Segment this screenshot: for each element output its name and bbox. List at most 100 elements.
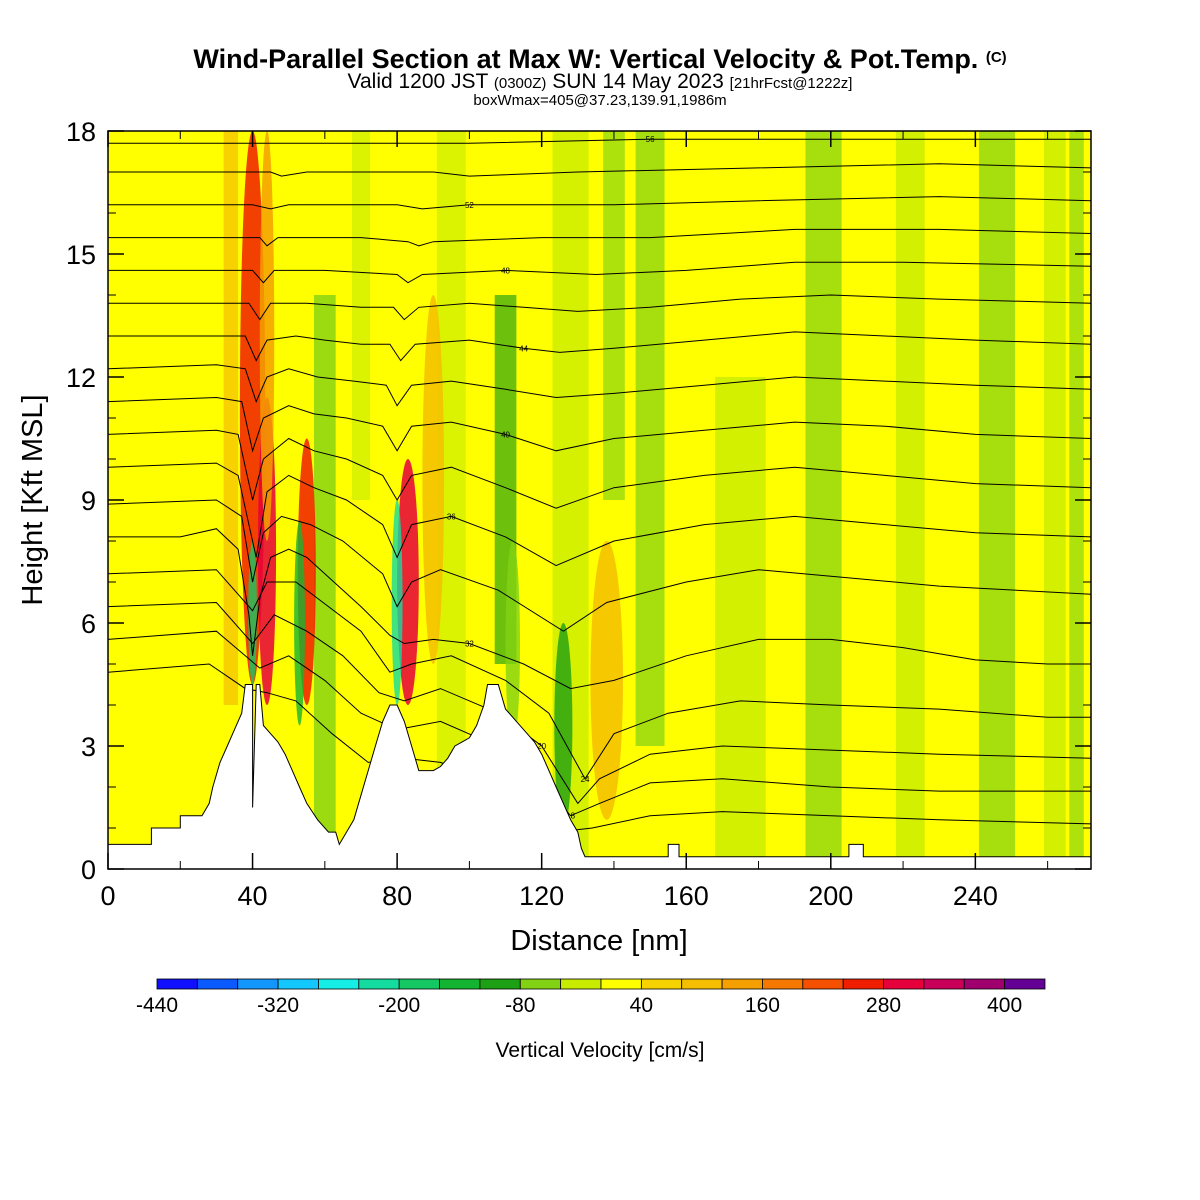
colorbar-swatch — [721, 978, 763, 990]
copyright-mark: (C) — [985, 49, 1007, 66]
contour-label: 20 — [537, 742, 546, 751]
y-axis: 0 36 9 12 15 18 — [66, 117, 1091, 885]
contour-label: 36 — [447, 512, 456, 521]
contour-label: 24 — [581, 775, 590, 784]
x-tick-label: 120 — [519, 881, 564, 911]
colorbar-label: Vertical Velocity [cm/s] — [496, 1039, 705, 1062]
updraft-core — [422, 295, 445, 664]
valid-date: SUN 14 May 2023 — [552, 70, 724, 93]
y-tick-label: 18 — [66, 117, 96, 147]
colorbar-swatch — [802, 978, 844, 990]
y-tick-label: 3 — [81, 732, 96, 762]
colorbar: -440 -320 -200 -80 40 160 280 400 — [136, 978, 1046, 1017]
colorbar-swatch — [923, 978, 965, 990]
colorbar-tick-label: -440 — [136, 994, 178, 1017]
chart-title: Wind-Parallel Section at Max W: Vertical… — [0, 44, 1200, 75]
updraft-core — [259, 131, 275, 541]
y-tick-label: 9 — [81, 486, 96, 516]
x-tick-label: 80 — [382, 881, 412, 911]
colorbar-swatch — [439, 978, 481, 990]
colorbar-swatch — [277, 978, 319, 990]
colorbar-tick-label: 280 — [866, 994, 901, 1017]
colorbar-swatch — [156, 978, 198, 990]
downdraft-core — [294, 520, 305, 726]
colorbar-tick-label: 400 — [987, 994, 1022, 1017]
theta-contour — [108, 331, 1091, 362]
contour-label: 40 — [501, 430, 510, 439]
colorbar-swatch — [358, 978, 400, 990]
x-tick-label: 40 — [238, 881, 268, 911]
colorbar-swatch — [762, 978, 804, 990]
valid-prefix: Valid 1200 JST — [347, 70, 489, 93]
colorbar-swatch — [318, 978, 360, 990]
colorbar-swatch — [519, 978, 562, 990]
theta-contour — [108, 396, 1091, 453]
downdraft-core — [505, 541, 520, 746]
field-band — [715, 377, 766, 869]
theta-contour — [108, 163, 1091, 177]
colorbar-swatch — [600, 978, 642, 990]
forecast-info: [21hrFcst@1222z] — [729, 75, 853, 92]
colorbar-swatch — [560, 978, 602, 990]
updraft-core — [397, 459, 419, 705]
x-axis-label: Distance [nm] — [510, 925, 687, 957]
colorbar-swatch — [1004, 978, 1046, 990]
field-band — [223, 131, 239, 705]
x-axis: 0 40 80 120 160 200 240 — [100, 131, 1049, 911]
y-tick-label: 0 — [81, 855, 96, 885]
colorbar-tick-label: 40 — [630, 994, 653, 1017]
theta-contour — [108, 228, 1091, 247]
contour-label: 48 — [501, 266, 510, 275]
theta-contour — [108, 294, 1091, 321]
colorbar-swatch — [479, 978, 521, 990]
field-band — [805, 131, 842, 869]
colorbar-swatch — [883, 978, 925, 990]
x-tick-label: 160 — [664, 881, 709, 911]
colorbar-tick-label: -200 — [378, 994, 420, 1017]
chart-title-text: Wind-Parallel Section at Max W: Vertical… — [193, 44, 979, 74]
downdraft-core — [554, 623, 573, 828]
theta-contour — [108, 601, 1091, 805]
colorbar-swatch — [398, 978, 440, 990]
field-band — [978, 131, 1016, 869]
box-info: boxWmax=405@37.23,139.91,1986m — [473, 92, 727, 109]
field-band — [1044, 131, 1066, 869]
colorbar-tick-label: -80 — [505, 994, 535, 1017]
downdraft-core — [248, 541, 257, 685]
colorbar-swatch — [842, 978, 884, 990]
contour-label: 52 — [465, 201, 474, 210]
field-band — [313, 295, 336, 869]
theta-contour — [108, 196, 1091, 210]
theta-contour — [108, 138, 1091, 144]
theta-contour — [108, 569, 1091, 780]
theta-contour — [108, 364, 1091, 407]
contour-label: 56 — [646, 135, 655, 144]
x-tick-label: 240 — [953, 881, 998, 911]
theta-contour — [108, 462, 1091, 567]
colorbar-swatch — [237, 978, 279, 990]
valid-utc: (0300Z) — [493, 75, 547, 92]
theta-contours: 3224201816364044485256 — [108, 135, 1091, 833]
field-band — [895, 131, 925, 869]
contour-label: 32 — [465, 640, 474, 649]
x-tick-label: 0 — [100, 881, 115, 911]
y-axis-label: Height [Kft MSL] — [17, 394, 49, 605]
terrain — [107, 684, 1092, 870]
valid-time-line: Valid 1200 JST (0300Z) SUN 14 May 2023 [… — [0, 70, 1200, 94]
y-tick-label: 12 — [66, 363, 96, 393]
theta-contour — [108, 528, 1091, 690]
y-tick-label: 15 — [66, 240, 96, 270]
updraft-core — [590, 541, 623, 820]
colorbar-tick-label: 160 — [745, 994, 780, 1017]
contour-label: 18 — [566, 812, 575, 821]
colorbar-swatch — [196, 978, 239, 990]
theta-contour — [108, 261, 1091, 284]
colorbar-swatch — [681, 978, 723, 990]
x-tick-label: 200 — [808, 881, 853, 911]
field-band — [351, 131, 371, 500]
colorbar-swatch — [963, 978, 1006, 990]
theta-contour — [108, 499, 1091, 632]
downdraft-core — [391, 500, 403, 705]
contour-label: 44 — [519, 344, 528, 353]
